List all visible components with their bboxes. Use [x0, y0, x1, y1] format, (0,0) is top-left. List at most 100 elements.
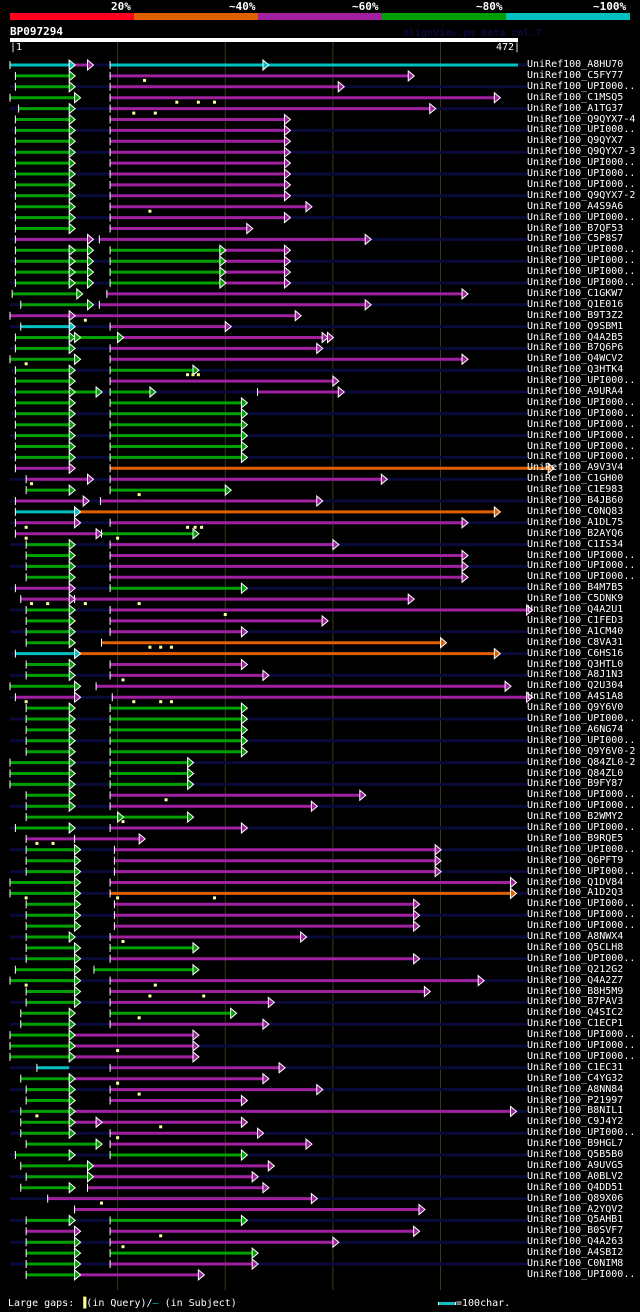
hit-label[interactable]: UniRef100_Q1DV84 [527, 876, 624, 888]
hit-label[interactable]: UniRef100_P21997 [527, 1094, 624, 1106]
hit-label[interactable]: UniRef100_A4SBI2 [527, 1247, 624, 1259]
hit-label[interactable]: UniRef100_Q9QYX7-4 [527, 113, 636, 125]
hit-label[interactable]: UniRef100_UPI000.. [527, 407, 636, 419]
hit-label[interactable]: UniRef100_Q5AHB1 [527, 1214, 624, 1226]
hit-label[interactable]: UniRef100_B9FY87 [527, 778, 624, 790]
hit-label[interactable]: UniRef100_C6HS16 [527, 647, 624, 659]
hit-label[interactable]: UniRef100_C1IS34 [527, 538, 624, 550]
hit-label[interactable]: UniRef100_Q4A2U1 [527, 604, 624, 615]
hit-label[interactable]: UniRef100_Q4DD51 [527, 1181, 624, 1193]
hit-label[interactable]: UniRef100_Q84ZL0-2 [527, 756, 636, 768]
hit-label[interactable]: UniRef100_UPI000.. [527, 255, 636, 267]
hit-label[interactable]: UniRef100_UPI000.. [527, 375, 636, 387]
hit-label[interactable]: UniRef100_B2WMY2 [527, 811, 624, 823]
hit-label[interactable]: UniRef100_Q9QYX7 [527, 135, 624, 147]
hit-label[interactable]: UniRef100_C9J4Y2 [527, 1116, 624, 1128]
hit-label[interactable]: UniRef100_UPI000.. [527, 843, 636, 855]
hit-label[interactable]: UniRef100_A1DL75 [527, 516, 624, 528]
hit-label[interactable]: UniRef100_C5P8S7 [527, 233, 624, 245]
hit-label[interactable]: UniRef100_C0NIM8 [527, 1258, 624, 1269]
hit-label[interactable]: UniRef100_UPI000.. [527, 800, 636, 812]
hit-label[interactable]: UniRef100_Q89X06 [527, 1192, 624, 1204]
hit-label[interactable]: UniRef100_C1E983 [527, 484, 624, 496]
hit-label[interactable]: UniRef100_B9HGL7 [527, 1138, 624, 1150]
hit-label[interactable]: UniRef100_UPI000.. [527, 920, 636, 932]
hit-label[interactable]: UniRef100_C4YG32 [527, 1072, 624, 1084]
hit-label[interactable]: UniRef100_A1CM40 [527, 625, 624, 637]
hit-label[interactable]: UniRef100_B4M7B5 [527, 582, 624, 594]
hit-label[interactable]: UniRef100_Q1E016 [527, 298, 624, 310]
hit-label[interactable]: UniRef100_C0NQ83 [527, 505, 624, 517]
hit-label[interactable]: UniRef100_Q212G2 [527, 963, 624, 975]
hit-label[interactable]: UniRef100_Q6PFT9 [527, 854, 624, 866]
hit-label[interactable]: UniRef100_C5FY77 [527, 69, 624, 81]
hit-label[interactable]: UniRef100_A4S1A8 [527, 691, 624, 703]
hit-label[interactable]: UniRef100_UPI000.. [527, 80, 636, 92]
hit-label[interactable]: UniRef100_UPI000.. [527, 451, 636, 463]
hit-label[interactable]: UniRef100_B7PAV3 [527, 996, 624, 1008]
hit-label[interactable]: UniRef100_A8NN84 [527, 1083, 624, 1095]
hit-label[interactable]: UniRef100_UPI000.. [527, 898, 636, 910]
hit-label[interactable]: UniRef100_UPI000.. [527, 211, 636, 223]
hit-label[interactable]: UniRef100_Q9QYX7-3 [527, 146, 636, 158]
hit-label[interactable]: UniRef100_A1D2Q3 [527, 887, 624, 899]
hit-label[interactable]: UniRef100_A8NWX4 [527, 931, 624, 942]
hit-label[interactable]: UniRef100_UPI000.. [527, 429, 636, 441]
hit-label[interactable]: UniRef100_UPI000.. [527, 560, 636, 572]
hit-label[interactable]: UniRef100_B2AYQ6 [527, 527, 624, 539]
hit-label[interactable]: UniRef100_UPI000.. [527, 1127, 636, 1139]
hit-label[interactable]: UniRef100_UPI000.. [527, 168, 636, 179]
hit-label[interactable]: UniRef100_Q9Y6V0 [527, 702, 624, 714]
hit-label[interactable]: UniRef100_Q9Y6V0-2 [527, 745, 636, 757]
hit-label[interactable]: UniRef100_Q5B5B0 [527, 1149, 624, 1160]
hit-label[interactable]: UniRef100_A4S9A6 [527, 200, 624, 212]
hit-label[interactable]: UniRef100_B9RQE5 [527, 832, 624, 844]
hit-label[interactable]: UniRef100_A8HU70 [527, 59, 624, 70]
hit-label[interactable]: UniRef100_C1FED3 [527, 614, 624, 626]
hit-label[interactable]: UniRef100_C1ECP1 [527, 1018, 624, 1030]
hit-label[interactable]: UniRef100_UPI000.. [527, 734, 636, 746]
hit-label[interactable]: UniRef100_A8J1N3 [527, 669, 624, 681]
hit-label[interactable]: UniRef100_Q4WCV2 [527, 353, 624, 365]
hit-label[interactable]: UniRef100_UPI000.. [527, 244, 636, 256]
hit-label[interactable]: UniRef100_UPI000.. [527, 713, 636, 724]
hit-label[interactable]: UniRef100_C5DNK9 [527, 593, 624, 605]
hit-label[interactable]: UniRef100_UPI000.. [527, 909, 636, 921]
hit-label[interactable]: UniRef100_C1MSQ5 [527, 91, 624, 103]
hit-label[interactable]: UniRef100_Q4A2B5 [527, 331, 624, 343]
hit-label[interactable]: UniRef100_B8NIL1 [527, 1105, 624, 1117]
hit-label[interactable]: UniRef100_B9T3Z2 [527, 309, 624, 321]
hit-label[interactable]: UniRef100_UPI000.. [527, 1040, 636, 1051]
hit-label[interactable]: UniRef100_A9URA4 [527, 386, 624, 397]
hit-label[interactable]: UniRef100_Q9SBM1 [527, 320, 624, 332]
hit-label[interactable]: UniRef100_UPI000.. [527, 440, 636, 452]
hit-label[interactable]: UniRef100_UPI000.. [527, 952, 636, 964]
hit-label[interactable]: UniRef100_UPI000.. [527, 178, 636, 190]
hit-label[interactable]: UniRef100_UPI000.. [527, 865, 636, 877]
hit-label[interactable]: UniRef100_Q4SIC2 [527, 1007, 624, 1019]
hit-label[interactable]: UniRef100_UPI000.. [527, 789, 636, 801]
hit-label[interactable]: UniRef100_UPI000.. [527, 1029, 636, 1041]
hit-label[interactable]: UniRef100_Q4A2Z7 [527, 974, 624, 986]
hit-label[interactable]: UniRef100_UPI000.. [527, 157, 636, 169]
hit-label[interactable]: UniRef100_C1GKW7 [527, 287, 624, 299]
hit-label[interactable]: UniRef100_Q2U304 [527, 680, 624, 692]
hit-label[interactable]: UniRef100_Q5CLH8 [527, 941, 624, 953]
hit-label[interactable]: UniRef100_UPI000.. [527, 266, 636, 278]
hit-label[interactable]: UniRef100_B7Q6P6 [527, 342, 624, 354]
hit-label[interactable]: UniRef100_UPI000.. [527, 1268, 636, 1280]
hit-label[interactable]: UniRef100_A2YQV2 [527, 1203, 624, 1215]
hit-label[interactable]: UniRef100_A9V3V4 [527, 462, 624, 474]
hit-label[interactable]: UniRef100_UPI000.. [527, 549, 636, 561]
hit-label[interactable]: UniRef100_A6NG74 [527, 723, 624, 735]
hit-label[interactable]: UniRef100_UPI000.. [527, 822, 636, 833]
hit-label[interactable]: UniRef100_C8VA31 [527, 636, 624, 648]
hit-label[interactable]: UniRef100_Q3HTK4 [527, 364, 624, 376]
hit-label[interactable]: UniRef100_C1GH00 [527, 473, 624, 485]
hit-label[interactable]: UniRef100_UPI000.. [527, 124, 636, 136]
hit-label[interactable]: UniRef100_B4JB60 [527, 495, 624, 506]
hit-label[interactable]: UniRef100_B0SVF7 [527, 1225, 624, 1237]
hit-label[interactable]: UniRef100_A1TG37 [527, 102, 624, 114]
hit-label[interactable]: UniRef100_Q4A263 [527, 1236, 624, 1248]
hit-label[interactable]: UniRef100_A0BLV2 [527, 1170, 624, 1182]
